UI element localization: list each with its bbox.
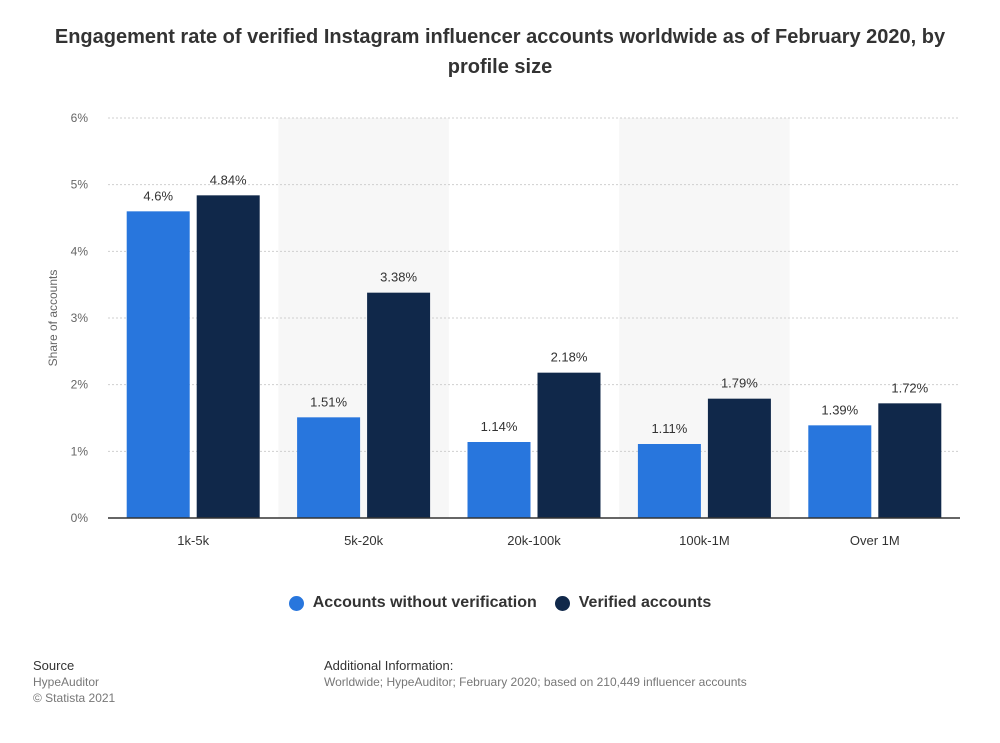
- bar-unverified: [808, 425, 872, 518]
- copyright: © Statista 2021: [33, 691, 116, 705]
- x-tick-label: 20k-100k: [507, 533, 561, 548]
- source-heading[interactable]: Source: [33, 658, 75, 673]
- y-tick-label: 2%: [71, 378, 89, 392]
- data-label: 2.18%: [551, 350, 588, 365]
- source-block: Source HypeAuditor © Statista 2021: [33, 658, 115, 706]
- legend-item-unverified[interactable]: Accounts without verification: [288, 594, 537, 612]
- y-axis-label: Share of accounts: [46, 270, 60, 367]
- legend-label-unverified: Accounts without verification: [312, 594, 537, 611]
- additional-info-text: Worldwide; HypeAuditor; February 2020; b…: [324, 675, 747, 689]
- y-tick-label: 0%: [71, 511, 89, 525]
- data-label: 1.14%: [481, 419, 518, 434]
- y-tick-label: 6%: [71, 111, 89, 125]
- data-label: 3.38%: [380, 270, 417, 285]
- legend-label-verified: Verified accounts: [578, 594, 712, 611]
- data-label: 1.51%: [310, 394, 347, 409]
- y-tick-label: 5%: [71, 178, 89, 192]
- bar-verified: [537, 372, 601, 518]
- additional-info-heading[interactable]: Additional Information:: [324, 658, 454, 673]
- bar-verified: [367, 292, 431, 518]
- data-label: 1.79%: [721, 376, 758, 391]
- legend-swatch-unverified: [288, 595, 304, 611]
- x-tick-label: 1k-5k: [177, 533, 209, 548]
- y-tick-label: 1%: [71, 444, 89, 458]
- source-name: HypeAuditor: [33, 675, 100, 689]
- chart-title: Engagement rate of verified Instagram in…: [54, 26, 946, 78]
- bar-chart: 0% 1% 2% 3% 4% 5% 6% Share of accounts 4.6% 4.84%…: [46, 111, 960, 548]
- data-label: 1.72%: [891, 380, 928, 395]
- x-tick-label: Over 1M: [850, 533, 900, 548]
- additional-info-block: Additional Information: Worldwide; HypeA…: [324, 658, 747, 690]
- x-tick-label: 100k-1M: [679, 533, 730, 548]
- data-label: 1.39%: [821, 402, 858, 417]
- bar-unverified: [297, 417, 361, 518]
- data-label: 1.11%: [651, 421, 687, 436]
- data-label: 4.84%: [210, 172, 247, 187]
- bar-verified: [707, 398, 771, 518]
- bar-verified: [878, 403, 942, 518]
- bar-verified: [196, 195, 260, 519]
- x-tick-label: 5k-20k: [344, 533, 384, 548]
- bar-unverified: [637, 444, 701, 518]
- legend: Accounts without verification Verified a…: [0, 594, 1000, 612]
- legend-item-verified[interactable]: Verified accounts: [554, 594, 712, 612]
- bar-unverified: [467, 442, 531, 518]
- data-label: 4.6%: [143, 188, 173, 203]
- bar-unverified: [126, 211, 190, 519]
- y-tick-label: 3%: [71, 311, 89, 325]
- legend-swatch-verified: [554, 595, 570, 611]
- y-tick-label: 4%: [71, 244, 89, 258]
